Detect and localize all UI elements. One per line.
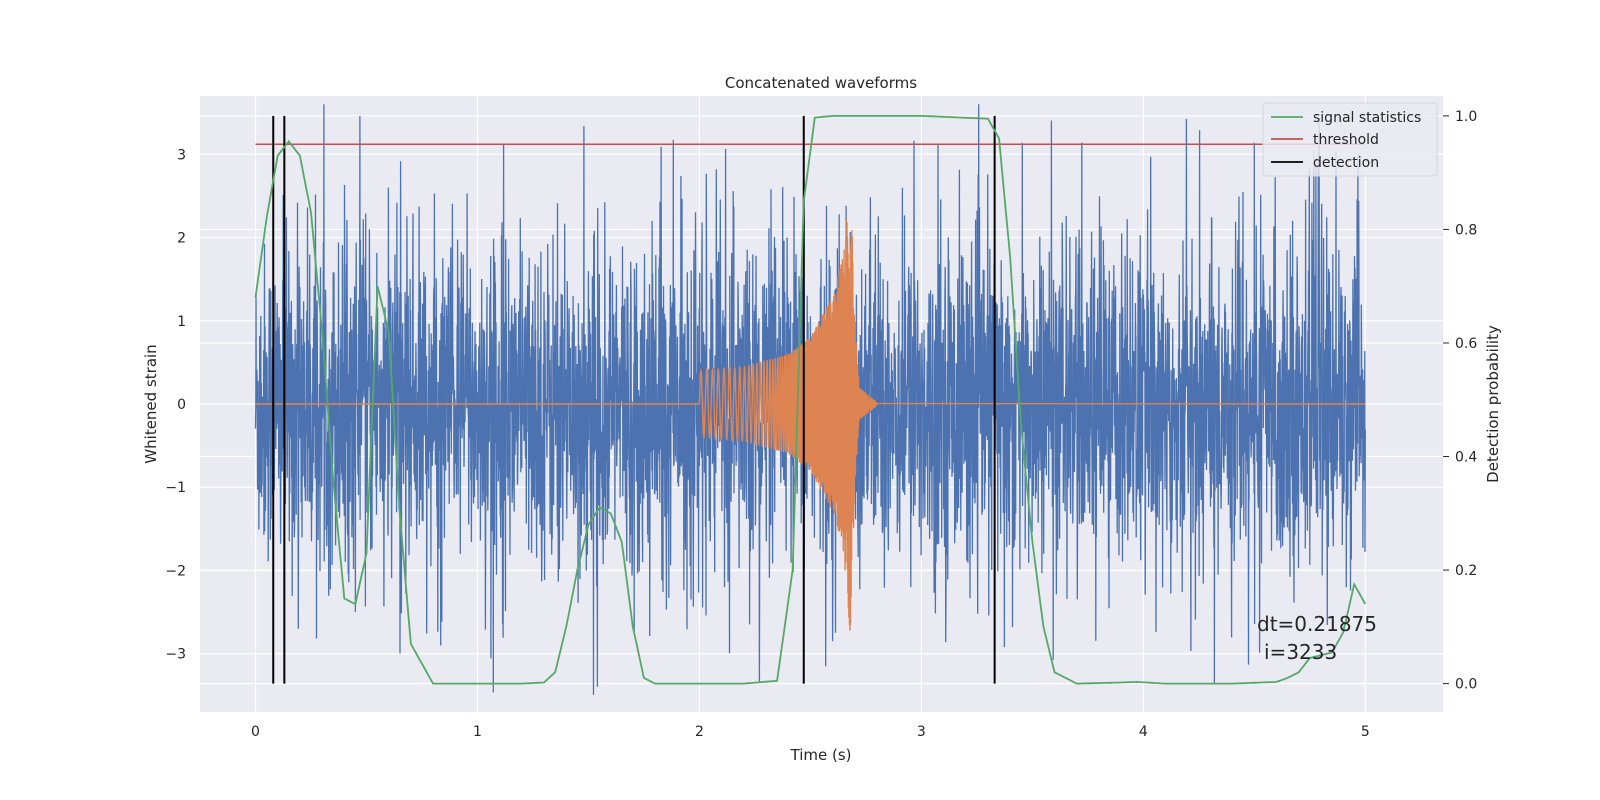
x-tick-label: 2: [695, 724, 704, 740]
signal-statistics-series: [254, 115, 1367, 685]
y2-tick-label: 1.0: [1455, 109, 1477, 125]
legend-threshold-label: threshold: [1313, 132, 1379, 148]
y-tick-label: −3: [165, 647, 186, 663]
y-tick-label: 2: [177, 231, 186, 247]
signal-statistics-line: [254, 115, 1367, 685]
chirp-line: [255, 219, 1366, 631]
y2-axis-ticks: 0.0 0.2 0.4 0.6 0.8 1.0: [1443, 109, 1477, 693]
noise-line: [254, 104, 1366, 695]
x-axis-ticks: 0 1 2 3 4 5: [251, 724, 1370, 740]
y2-tick-label: 0.2: [1455, 563, 1477, 579]
y-tick-label: 3: [177, 147, 186, 163]
chirp-series: [255, 219, 1366, 631]
y-axis-ticks: −3 −2 −1 0 1 2 3: [165, 147, 186, 662]
x-tick-label: 5: [1361, 724, 1370, 740]
noise-series: [254, 104, 1366, 695]
x-tick-label: 4: [1139, 724, 1148, 740]
y2-tick-label: 0.8: [1455, 222, 1477, 238]
legend-signal-statistics-label: signal statistics: [1313, 110, 1421, 126]
chart-title: Concatenated waveforms: [725, 74, 917, 92]
x-axis-label: Time (s): [790, 746, 852, 764]
y2-axis-label: Detection probability: [1484, 325, 1502, 483]
legend: signal statistics threshold detection: [1262, 102, 1438, 177]
legend-detection-label: detection: [1313, 155, 1379, 171]
detection-series: [272, 115, 996, 684]
y2-tick-label: 0.0: [1455, 677, 1477, 693]
y-tick-label: 0: [177, 397, 186, 413]
x-tick-label: 1: [473, 724, 482, 740]
x-tick-label: 3: [917, 724, 926, 740]
legend-box: [1262, 102, 1438, 177]
y-tick-label: 1: [177, 314, 186, 330]
x-tick-label: 0: [251, 724, 260, 740]
annotation-dt: dt=0.21875: [1257, 612, 1377, 636]
y-axis-label: Whitened strain: [142, 344, 160, 463]
y2-tick-label: 0.4: [1455, 450, 1477, 466]
y2-tick-label: 0.6: [1455, 336, 1477, 352]
y-tick-label: −1: [165, 480, 186, 496]
annotation-i: i=3233: [1264, 640, 1337, 664]
y-tick-label: −2: [165, 563, 186, 579]
